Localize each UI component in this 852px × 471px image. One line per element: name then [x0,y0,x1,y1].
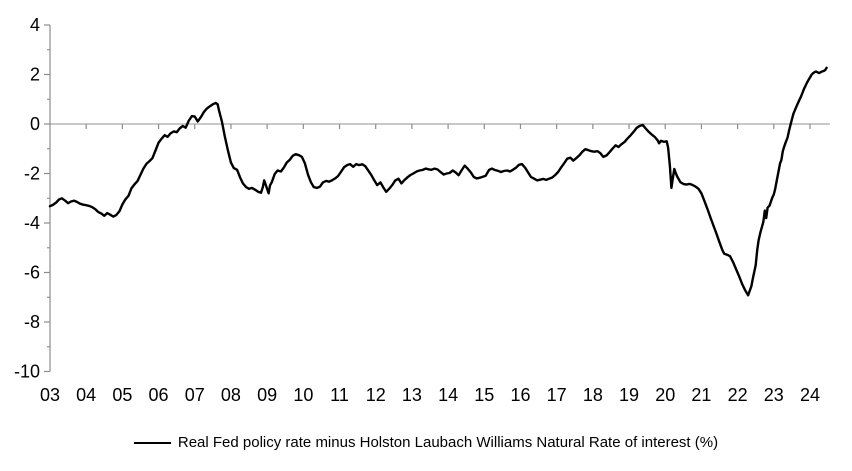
x-axis-tick-label: 10 [293,385,313,405]
x-axis-tick-label: 16 [510,385,530,405]
legend-line-swatch [133,441,171,444]
x-axis-tick-label: 15 [474,385,494,405]
x-axis-tick-label: 13 [402,385,422,405]
x-axis-tick-label: 19 [619,385,639,405]
x-axis-tick-label: 04 [76,385,96,405]
legend: Real Fed policy rate minus Holston Lauba… [0,434,852,451]
series-line [48,66,828,297]
x-axis-tick-label: 03 [40,385,60,405]
x-axis-tick-label: 23 [764,385,784,405]
y-axis-tick-label: -4 [24,213,40,233]
x-axis-tick-label: 09 [257,385,277,405]
x-axis-tick-label: 17 [547,385,567,405]
y-axis-tick-label: 2 [30,65,40,85]
x-axis-tick-label: 24 [800,385,820,405]
y-axis-tick-label: -2 [24,164,40,184]
x-axis-tick-label: 14 [438,385,458,405]
x-axis-tick-label: 18 [583,385,603,405]
x-axis-tick-label: 20 [655,385,675,405]
x-axis-tick-label: 08 [221,385,241,405]
y-axis-tick-label: -6 [24,263,40,283]
y-axis-tick-label: 0 [30,114,40,134]
x-axis-tick-label: 22 [728,385,748,405]
y-axis-tick-label: -10 [14,362,40,382]
x-axis-tick-label: 05 [112,385,132,405]
x-axis-tick-label: 21 [691,385,711,405]
x-axis-tick-label: 12 [366,385,386,405]
x-axis-tick-label: 11 [330,385,349,405]
legend-label: Real Fed policy rate minus Holston Lauba… [177,434,719,451]
y-axis-tick-label: 4 [30,15,40,35]
x-axis-tick-label: 07 [185,385,205,405]
x-axis-tick-label: 06 [149,385,169,405]
y-axis-tick-label: -8 [24,312,40,332]
